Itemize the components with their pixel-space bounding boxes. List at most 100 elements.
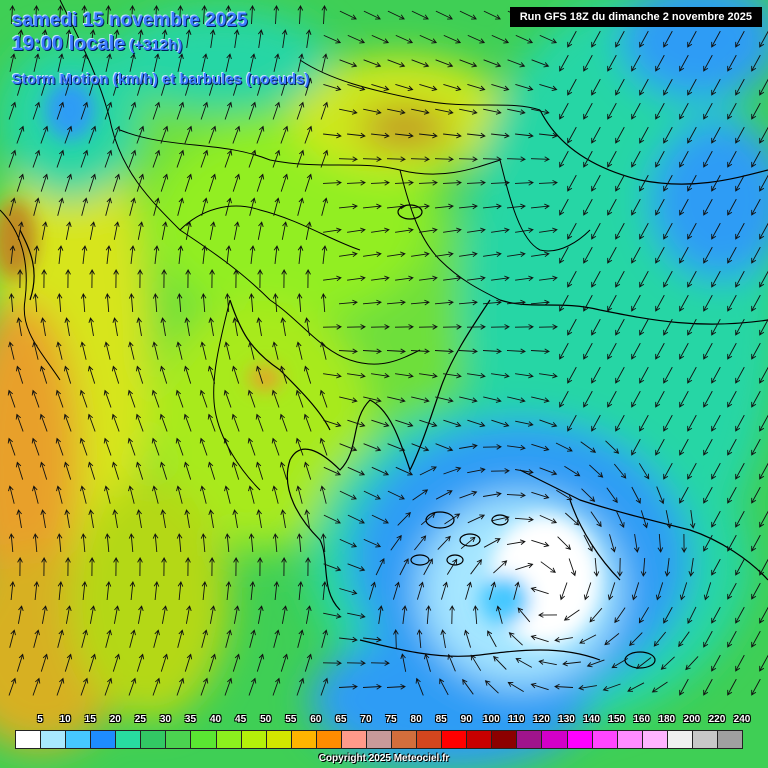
wind-arrow — [127, 437, 136, 456]
wind-arrow — [639, 270, 649, 288]
wind-arrow — [539, 467, 558, 476]
wind-arrow — [323, 132, 342, 139]
wind-arrow — [387, 59, 406, 68]
wind-arrow — [339, 108, 358, 115]
wind-arrow — [136, 77, 145, 96]
wind-arrow — [531, 108, 550, 115]
wind-arrow — [105, 197, 112, 216]
wind-arrow — [506, 299, 526, 306]
wind-arrow — [362, 156, 382, 162]
wind-arrow — [679, 486, 689, 504]
wind-arrow — [412, 489, 429, 501]
wind-arrow — [615, 270, 625, 288]
wind-arrow — [280, 653, 289, 672]
wind-arrow — [727, 630, 737, 648]
wind-arrow — [490, 468, 510, 474]
legend-tick-label: 5 — [37, 714, 43, 725]
wind-arrow — [111, 461, 120, 480]
wind-arrow — [7, 437, 16, 456]
wind-arrow — [248, 677, 257, 696]
wind-arrow — [751, 630, 761, 648]
wind-arrow — [458, 156, 478, 162]
wind-arrow — [703, 534, 713, 552]
wind-arrow — [418, 179, 438, 186]
wind-arrow — [176, 293, 183, 313]
wind-arrow — [735, 366, 745, 384]
wind-arrow — [104, 677, 113, 696]
wind-arrow — [177, 53, 184, 72]
wind-arrow — [257, 221, 264, 240]
wind-arrow — [507, 396, 526, 403]
wind-arrow — [32, 149, 41, 168]
wind-arrow — [556, 489, 573, 501]
wind-arrow — [323, 466, 342, 476]
wind-arrow — [65, 269, 71, 289]
wind-arrow — [135, 365, 144, 384]
wind-arrow — [583, 246, 593, 264]
wind-arrow — [201, 53, 208, 72]
wind-arrow — [531, 59, 550, 68]
wind-arrow — [339, 538, 358, 548]
wind-arrow — [607, 102, 617, 120]
wind-arrow — [687, 414, 697, 432]
wind-arrow — [679, 582, 688, 601]
wind-arrow — [386, 156, 406, 162]
wind-arrow — [531, 443, 550, 452]
wind-arrow — [467, 275, 486, 282]
wind-arrow — [679, 150, 689, 168]
wind-arrow — [8, 341, 15, 360]
wind-arrow — [280, 125, 289, 144]
wind-arrow — [443, 466, 462, 475]
wind-arrow — [711, 654, 721, 672]
wind-arrow — [320, 677, 329, 696]
wind-arrow — [507, 251, 526, 258]
wind-arrow — [507, 681, 524, 692]
wind-arrow — [591, 270, 601, 288]
wind-arrow — [482, 348, 502, 355]
wind-arrow — [208, 77, 217, 96]
wind-arrow — [446, 558, 458, 575]
wind-arrow — [57, 581, 64, 601]
wind-arrow — [539, 275, 558, 282]
wind-arrow — [482, 156, 502, 162]
wind-arrow — [200, 533, 207, 553]
legend-tick-label: 85 — [435, 714, 447, 725]
wind-arrow — [347, 419, 366, 428]
wind-arrow — [346, 660, 366, 666]
wind-arrow — [664, 558, 671, 577]
wind-arrow — [615, 414, 625, 432]
wind-arrow — [514, 516, 534, 523]
wind-arrow — [338, 348, 358, 355]
wind-arrow — [184, 317, 190, 336]
wind-arrow — [17, 221, 24, 240]
wind-arrow — [444, 513, 461, 525]
wind-arrow — [81, 197, 88, 216]
wind-arrow — [735, 30, 745, 48]
wind-arrow — [347, 227, 366, 234]
wind-arrow — [153, 629, 160, 648]
wind-arrow — [319, 437, 328, 456]
wind-arrow — [184, 77, 193, 96]
wind-arrow — [371, 466, 390, 476]
wind-arrow — [631, 582, 640, 601]
wind-arrow — [177, 197, 184, 216]
wind-arrow — [64, 317, 70, 336]
wind-arrow — [39, 413, 48, 432]
wind-arrow — [233, 557, 239, 577]
wind-arrow — [443, 83, 462, 92]
legend-swatch — [340, 730, 367, 749]
wind-arrow — [679, 102, 689, 120]
wind-arrow — [727, 102, 737, 120]
wind-arrow — [562, 660, 581, 667]
wind-arrow — [135, 461, 144, 480]
wind-arrow — [751, 342, 761, 360]
wind-arrow — [16, 653, 25, 672]
wind-arrow — [153, 197, 160, 216]
wind-arrow — [482, 203, 502, 210]
wind-arrow — [679, 438, 689, 456]
wind-arrow — [751, 486, 761, 504]
wind-arrow — [81, 5, 88, 25]
wind-arrow — [515, 34, 534, 44]
wind-arrow — [640, 510, 649, 529]
wind-arrow — [711, 270, 721, 288]
